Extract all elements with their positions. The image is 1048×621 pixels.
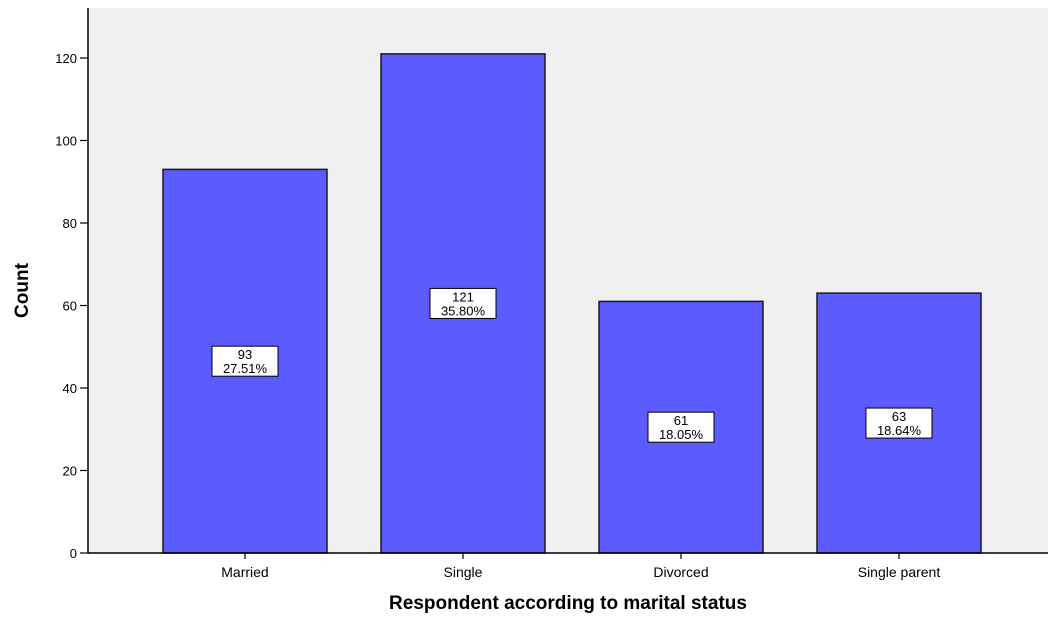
data-label-count: 121 xyxy=(452,289,474,304)
data-label-percent: 27.51% xyxy=(223,361,268,376)
axes-layer: Married Single Divorced Single parent 0 20 40 6… xyxy=(55,8,1048,580)
data-label-percent: 18.64% xyxy=(877,423,922,438)
data-label-count: 93 xyxy=(238,347,252,362)
y-tick-label: 120 xyxy=(55,51,77,66)
data-label-box xyxy=(647,411,715,443)
y-tick-label: 0 xyxy=(70,546,77,561)
data-label-count: 63 xyxy=(892,409,906,424)
data-label-box xyxy=(865,407,933,439)
data-label-count: 61 xyxy=(674,413,688,428)
data-label-percent: 18.05% xyxy=(659,427,704,442)
x-tick-label: Single xyxy=(444,564,483,580)
data-label-box xyxy=(211,345,279,377)
x-tick-label: Married xyxy=(221,564,268,580)
data-label-percent: 35.80% xyxy=(441,303,486,318)
x-tick-label: Single parent xyxy=(858,564,941,580)
y-axis-title: Count xyxy=(12,262,33,318)
y-tick-label: 100 xyxy=(55,134,77,149)
data-label-box xyxy=(429,287,497,319)
x-tick-label: Divorced xyxy=(653,564,708,580)
y-tick-label: 60 xyxy=(63,299,77,314)
y-tick-label: 80 xyxy=(63,216,77,231)
y-tick-label: 20 xyxy=(63,464,77,479)
x-axis-title: Respondent according to marital status xyxy=(389,593,747,614)
y-tick-label: 40 xyxy=(63,381,77,396)
